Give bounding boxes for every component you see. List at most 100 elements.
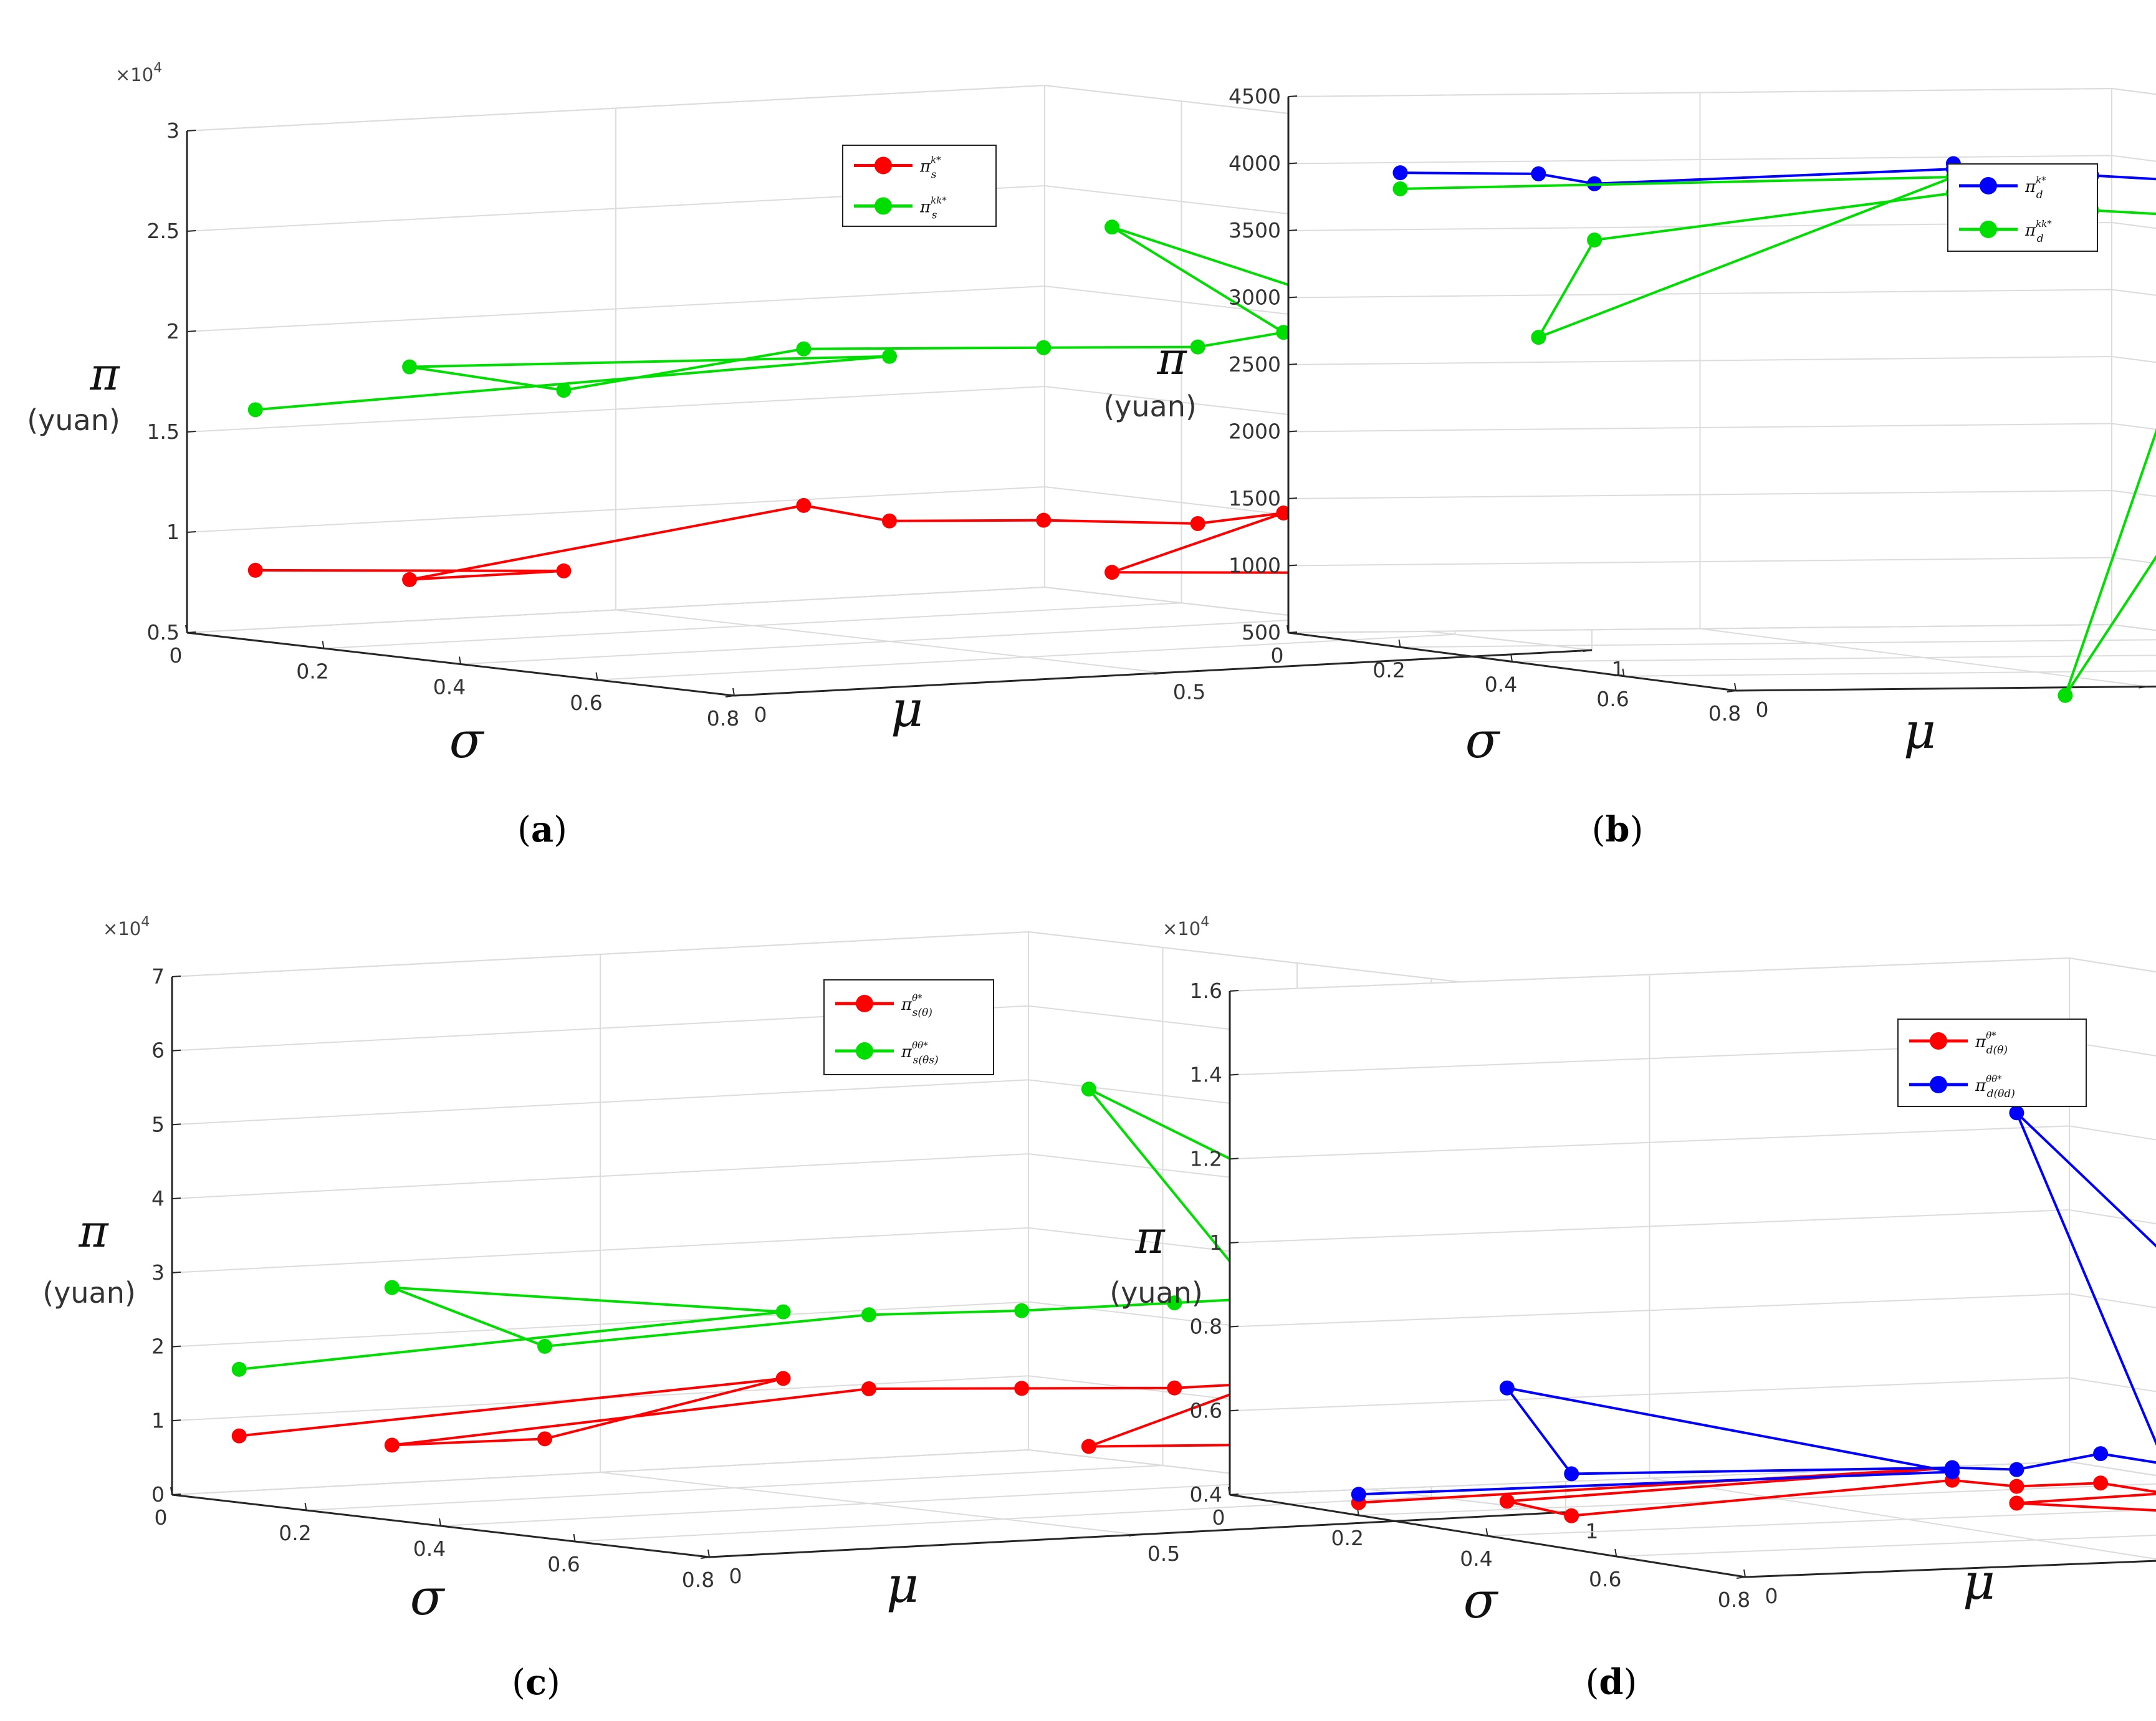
series-1 (247, 219, 1428, 418)
x-tick-label: 0.8 (707, 706, 739, 731)
data-point (1499, 1493, 1515, 1509)
z-tick-label: 0.4 (1190, 1482, 1222, 1507)
z-tick-label: 0.8 (1190, 1315, 1222, 1339)
series-line (255, 226, 1421, 411)
z-tick-mark (1288, 95, 1298, 97)
z-multiplier: ×104 (103, 914, 150, 939)
legend-sup: θ* (912, 992, 922, 1004)
z-tick-mark (186, 631, 196, 633)
legend-base: π (2024, 178, 2036, 196)
y-gridline (600, 954, 1138, 1535)
legend-sub: s(θ) (913, 1007, 932, 1019)
x-gridline (1512, 654, 2156, 663)
x-tick-mark (1510, 654, 1513, 662)
x-axis-label: σ (1465, 711, 1501, 769)
legend-sup: θθ* (1986, 1073, 2002, 1085)
caption-letter: b (1605, 809, 1629, 850)
y-gridline (1028, 932, 1566, 1513)
legend-base: π (1975, 1033, 1986, 1052)
data-point (1392, 181, 1408, 196)
legend-sup: kk* (931, 195, 947, 206)
panel-caption: (d) (1586, 1662, 1637, 1703)
legend-base: π (901, 1043, 913, 1062)
y-axis-label: μ (891, 680, 923, 738)
data-point (1190, 339, 1205, 355)
data-point (1036, 512, 1052, 528)
legend-box (1897, 1019, 2087, 1107)
data-point (775, 1304, 791, 1320)
data-point (231, 1428, 247, 1444)
data-point (796, 341, 812, 357)
z-tick-mark (1229, 1493, 1239, 1495)
y-tick-label: 0.5 (1147, 1541, 1180, 1566)
z-tick-label: 1 (151, 1408, 165, 1432)
z-tick-mark (1288, 631, 1298, 633)
y-gridline (1699, 92, 2148, 688)
caption-letter: c (525, 1662, 547, 1703)
y-tick-label: 0.5 (1173, 680, 1205, 704)
legend-box (1947, 163, 2098, 252)
data-point (1104, 219, 1120, 235)
y-tick-mark (700, 1556, 710, 1559)
x-tick-mark (732, 688, 735, 696)
z-multiplier-exp: 4 (153, 60, 162, 76)
data-point (1167, 1380, 1182, 1396)
legend-marker (874, 197, 892, 215)
data-point (1190, 516, 1205, 532)
x-axis-label: σ (1464, 1571, 1499, 1629)
legend-sub: d(θd) (1987, 1088, 2015, 1100)
series-line (255, 504, 1421, 581)
y-gridline (1649, 974, 2156, 1560)
x-tick-label: 0 (1271, 643, 1284, 668)
series-line (239, 1088, 1396, 1371)
x-tick-label: 0.4 (413, 1536, 446, 1561)
caption-close: ) (1630, 810, 1644, 850)
legend-sup: θ* (1986, 1030, 1996, 1041)
z-tick-label: 1.4 (1190, 1063, 1222, 1087)
legend-label: πθ* s(θ) (901, 992, 932, 1019)
z-axis-unit: (yuan) (27, 403, 120, 437)
data-point (537, 1338, 553, 1354)
caption-close: ) (553, 810, 567, 850)
data-point (1081, 1439, 1096, 1454)
data-point (247, 402, 263, 418)
z-tick-label: 5 (151, 1112, 165, 1136)
x-axis-label: σ (449, 711, 485, 769)
z-tick-label: 500 (1242, 620, 1281, 645)
legend-marker (856, 1042, 873, 1060)
y-tick-mark (2139, 686, 2148, 689)
data-point (796, 497, 812, 513)
y-tick-mark (1736, 1576, 1746, 1579)
data-point (1351, 1487, 1366, 1502)
z-multiplier-exp: 4 (1200, 914, 1209, 930)
data-point (1392, 165, 1408, 181)
z-tick-label: 2500 (1229, 352, 1281, 376)
legend-sub: s(θs) (913, 1054, 939, 1067)
z-tick-mark (171, 1345, 181, 1348)
caption-close: ) (547, 1662, 560, 1703)
x-tick-label: 0 (170, 643, 183, 668)
x-tick-mark (1743, 1569, 1746, 1578)
legend-base: π (901, 995, 913, 1014)
legend-box (823, 979, 994, 1075)
caption-open: ( (1592, 810, 1606, 850)
z-tick-label: 0 (151, 1482, 165, 1507)
x-tick-mark (1622, 668, 1625, 676)
z-tick-label: 3500 (1229, 218, 1281, 242)
data-point (1945, 1460, 1960, 1475)
data-point (1587, 233, 1603, 248)
y-tick-mark (1154, 672, 1164, 675)
z-tick-mark (1229, 990, 1239, 992)
z-multiplier-base: ×10 (103, 918, 141, 939)
z-tick-mark (1229, 1325, 1239, 1328)
z-multiplier-exp: 4 (141, 914, 150, 930)
legend-sup: kk* (2036, 218, 2052, 229)
x-tick-label: 0.2 (1331, 1526, 1364, 1550)
z-axis-label: π (78, 1205, 109, 1257)
x-tick-mark (439, 1518, 441, 1527)
z-tick-mark (1288, 430, 1298, 433)
z-tick-label: 2 (151, 1335, 165, 1359)
legend-sub: s (931, 169, 937, 181)
y-tick-label: 0 (1765, 1584, 1778, 1608)
x-gridline (1358, 1483, 2156, 1516)
